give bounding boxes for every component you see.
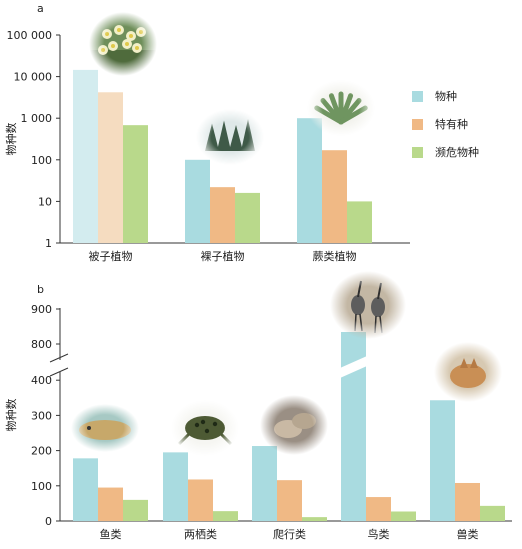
bar-endemic bbox=[188, 479, 213, 521]
legend-item-species: 物种 bbox=[412, 82, 512, 110]
bar-endangered bbox=[213, 511, 238, 521]
panel-a-y-tick-label: 100 bbox=[31, 154, 52, 167]
bar-endemic bbox=[277, 480, 302, 521]
panel-b-y-tick-label: 300 bbox=[31, 409, 52, 422]
bar-endangered bbox=[480, 505, 505, 521]
panel-a-y-tick-label: 1 000 bbox=[21, 112, 53, 125]
bar-species bbox=[163, 452, 188, 521]
legend-swatch-species bbox=[412, 90, 423, 102]
bar-endemic bbox=[98, 92, 123, 243]
legend-label-endangered: 濒危物种 bbox=[435, 146, 479, 159]
flower-photo bbox=[89, 12, 157, 76]
panel-b-y-tick-label: 800 bbox=[31, 338, 52, 351]
bar-endemic bbox=[455, 482, 480, 521]
panel-a-category-label: 蕨类植物 bbox=[313, 249, 357, 263]
panel-a-y-tick-label: 100 000 bbox=[7, 29, 53, 42]
bar-species bbox=[185, 159, 210, 243]
panel-b-category-label: 鱼类 bbox=[100, 527, 122, 541]
panel-b-y-tick-label: 0 bbox=[45, 515, 52, 528]
crane-photo bbox=[330, 271, 406, 339]
fern-photo bbox=[307, 80, 375, 136]
bar-endemic bbox=[210, 187, 235, 243]
bar-species bbox=[297, 118, 322, 243]
legend: 物种 特有种 濒危物种 bbox=[412, 82, 512, 166]
photo-layer bbox=[71, 12, 502, 456]
panel-b-y-tick-label: 100 bbox=[31, 480, 52, 493]
legend-swatch-endemic bbox=[412, 118, 423, 130]
legend-label-species: 物种 bbox=[435, 90, 457, 103]
panel-b-letter: b bbox=[37, 283, 44, 296]
panel-a-y-tick-label: 10 bbox=[38, 195, 52, 208]
panel-b-category-label: 鸟类 bbox=[368, 527, 390, 541]
bar-endangered bbox=[347, 201, 372, 243]
bar-endangered bbox=[123, 125, 148, 243]
gazelle-photo bbox=[434, 342, 502, 402]
legend-item-endangered: 濒危物种 bbox=[412, 138, 512, 166]
bar-species bbox=[430, 400, 455, 521]
panel-b-category-label: 兽类 bbox=[457, 527, 479, 541]
panel-a-y-axis-label: 物种数 bbox=[4, 123, 18, 156]
bar-endangered bbox=[235, 192, 260, 243]
legend-label-endemic: 特有种 bbox=[435, 118, 468, 131]
panel-a-category-label: 被子植物 bbox=[89, 249, 133, 263]
bar-endangered bbox=[302, 517, 327, 521]
panel-b-y-axis-label: 物种数 bbox=[4, 399, 18, 432]
panel-b-category-label: 两栖类 bbox=[184, 527, 217, 541]
bar-endangered bbox=[123, 499, 148, 521]
axis-break-mark bbox=[49, 353, 69, 363]
axis-break-mark bbox=[49, 367, 69, 377]
bar-endangered bbox=[391, 511, 416, 521]
panel-b-y-tick-label: 400 bbox=[31, 374, 52, 387]
panel-a-y-tick-label: 10 000 bbox=[14, 71, 53, 84]
panel-b-category-label: 爬行类 bbox=[273, 527, 306, 541]
panel-b-y-tick-label: 900 bbox=[31, 303, 52, 316]
conifer-photo bbox=[196, 109, 264, 165]
bar-species bbox=[73, 458, 98, 521]
panel-a-letter: a bbox=[37, 2, 44, 15]
bar-endemic bbox=[366, 497, 391, 521]
panel-b-y-tick-label: 200 bbox=[31, 445, 52, 458]
bar-species bbox=[73, 69, 98, 244]
legend-swatch-endangered bbox=[412, 146, 423, 158]
bar-endemic bbox=[98, 487, 123, 521]
legend-item-endemic: 特有种 bbox=[412, 110, 512, 138]
frog-photo bbox=[171, 400, 239, 456]
bar-break-gap bbox=[340, 356, 367, 378]
fish-photo bbox=[71, 404, 139, 452]
bar-species bbox=[252, 446, 277, 521]
lizard-photo bbox=[260, 395, 328, 455]
bar-endemic bbox=[322, 150, 347, 243]
panel-a-y-tick-label: 1 bbox=[45, 237, 52, 250]
panel-a-category-label: 裸子植物 bbox=[201, 249, 245, 263]
